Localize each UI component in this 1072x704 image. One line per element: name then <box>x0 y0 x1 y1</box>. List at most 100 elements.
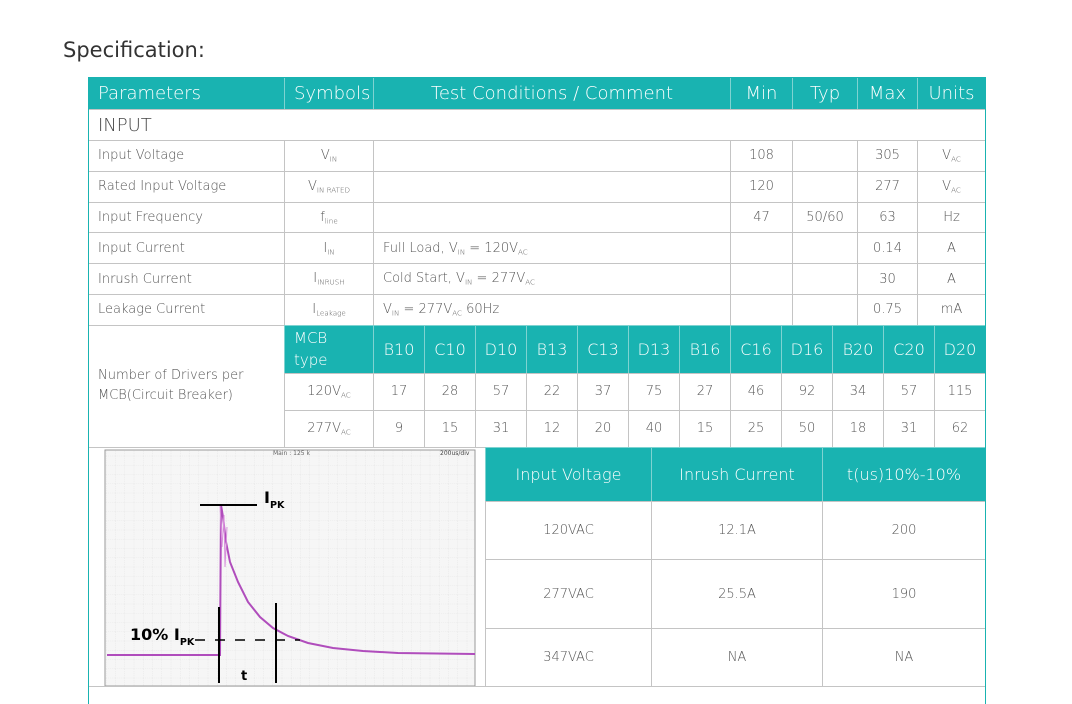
cell-text: fline <box>320 210 337 226</box>
text-part: I <box>312 302 317 318</box>
cell-text: 31 <box>492 421 510 437</box>
typ-cell <box>792 140 858 172</box>
min-cell: 120 <box>730 170 793 203</box>
cell-text: NA <box>727 650 747 665</box>
cell-text: 277VAC <box>543 586 594 602</box>
mcb-count: 12 <box>526 409 578 448</box>
cell-text: 57 <box>900 384 918 400</box>
cell-text: D10 <box>484 339 518 359</box>
cell-text: 31 <box>900 421 918 437</box>
subscript: PK <box>270 500 285 511</box>
mcb-type-label: MCB type <box>284 324 374 374</box>
header-cell: Min <box>730 77 793 110</box>
parameter-cell: Inrush Current <box>88 263 285 295</box>
mcb-count: 18 <box>832 409 884 448</box>
mcb-count: 15 <box>424 409 476 448</box>
condition-cell: Cold Start, VIN = 277VAC <box>373 263 731 295</box>
cell-text: 12 <box>543 421 561 437</box>
inrush-cell: 25.5A <box>651 559 823 629</box>
text-part: f <box>320 209 325 225</box>
mcb-type: B16 <box>679 324 731 374</box>
subscript: AC <box>340 390 351 400</box>
cell-text: 277VAC <box>307 421 350 437</box>
waveform <box>107 504 476 656</box>
cell-text: Inrush Current <box>98 271 192 287</box>
inrush-cell: NA <box>651 628 823 687</box>
cell-text: 115 <box>947 384 973 400</box>
symbol-cell: IINRUSH <box>284 263 374 295</box>
cell-text: 0.75 <box>873 302 902 318</box>
section-cell: INPUT <box>88 109 986 141</box>
min-cell <box>730 263 793 295</box>
cell-text: VAC <box>942 148 961 164</box>
condition-cell: VIN = 277VAC 60Hz <box>373 294 731 326</box>
header-cell: Max <box>857 77 918 110</box>
subscript: PK <box>180 637 195 648</box>
mcb-type: C10 <box>424 324 476 374</box>
inrush-cell: 120VAC <box>485 501 652 560</box>
cell-text: VIN <box>321 148 337 164</box>
cell-text: 62 <box>951 421 969 437</box>
parameter-cell: Input Current <box>88 232 285 265</box>
cell-text: 37 <box>594 384 612 400</box>
typ-cell <box>792 232 858 265</box>
cell-text: 15 <box>696 421 714 437</box>
cell-text: D16 <box>790 339 824 359</box>
mcb-count: 50 <box>781 409 833 448</box>
text-part: V <box>942 178 952 194</box>
text-part: A <box>947 271 956 287</box>
mcb-type: D20 <box>934 324 986 374</box>
text-part: 60Hz <box>461 302 500 318</box>
mcb-type: B20 <box>832 324 884 374</box>
units-cell: A <box>917 232 986 265</box>
subscript: Leakage <box>316 308 346 318</box>
cell-text: VIN = 277VAC 60Hz <box>383 302 499 318</box>
typ-cell <box>792 294 858 326</box>
cell-text: Units <box>928 83 975 104</box>
units-cell: Hz <box>917 201 986 234</box>
cell-text: A <box>947 272 956 287</box>
subscript: INRUSH <box>317 277 345 287</box>
mcb-voltage: 277VAC <box>284 409 374 448</box>
condition-cell: Full Load, VIN = 120VAC <box>373 232 731 265</box>
cell-text: B20 <box>842 339 874 359</box>
scope-frame <box>104 449 476 686</box>
subscript: IN <box>457 247 466 257</box>
mcb-type: B13 <box>526 324 578 374</box>
cell-text: MCB type <box>294 329 328 370</box>
text-part: I <box>323 240 328 256</box>
subscript: IN <box>329 154 338 164</box>
mcb-voltage: 120VAC <box>284 372 374 411</box>
inrush-cell: 277VAC <box>485 559 652 629</box>
inrush-header: t(us)10%-10% <box>822 447 986 502</box>
min-cell <box>730 232 793 265</box>
text-part: Hz <box>943 209 960 225</box>
inrush-cell: 190 <box>822 559 986 629</box>
inrush-cell: 200 <box>822 501 986 560</box>
cell-text: B16 <box>689 339 721 359</box>
waveform-noise <box>219 504 228 568</box>
cell-text: C16 <box>740 339 772 359</box>
cell-text: 108 <box>749 148 774 164</box>
mcb-count: 57 <box>475 372 527 411</box>
empty-row <box>88 686 986 704</box>
cell-text: 15 <box>441 421 459 437</box>
cell-text: 50/60 <box>806 209 844 225</box>
text-part: Cold Start, V <box>383 271 465 287</box>
typ-cell <box>792 170 858 203</box>
inrush-cell: 347VAC <box>485 628 652 687</box>
header-cell: Typ <box>792 77 858 110</box>
scope-top-left: Main : 125 k <box>273 450 311 457</box>
mcb-count: 27 <box>679 372 731 411</box>
max-cell: 0.75 <box>857 294 918 326</box>
mcb-type: D10 <box>475 324 527 374</box>
cell-text: 18 <box>849 421 867 437</box>
text-part: V <box>308 178 317 194</box>
mcb-count: 115 <box>934 372 986 411</box>
max-cell: 30 <box>857 263 918 295</box>
inrush-header: Input Voltage <box>485 447 652 502</box>
typ-cell <box>792 263 858 295</box>
mcb-count: 40 <box>628 409 680 448</box>
text-part: Full Load, V <box>383 240 458 256</box>
